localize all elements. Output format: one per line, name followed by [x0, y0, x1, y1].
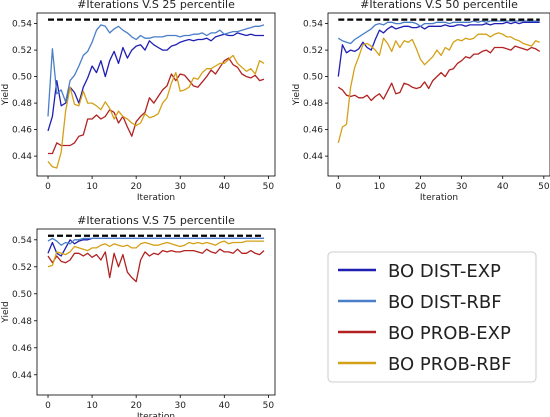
x-axis-label: Iteration [137, 412, 175, 417]
y-tick-label: 0.46 [12, 126, 32, 136]
chart-panel-2: #Iterations V.S 50 percentile 0 10 20 30 40 50… [292, 0, 550, 203]
x-tick-label: 0 [45, 182, 51, 192]
x-tick-label: 20 [130, 401, 142, 411]
legend-box [327, 251, 537, 383]
y-tick-label: 0.52 [303, 46, 323, 56]
y-tick-label: 0.48 [12, 99, 32, 109]
x-tick-label: 50 [538, 182, 550, 192]
x-tick-label: 20 [130, 182, 142, 192]
y-tick-label: 0.46 [12, 344, 32, 354]
x-tick-label: 40 [219, 182, 231, 192]
legend-entry-label: BO PROB-RBF [388, 354, 512, 375]
x-tick-label: 10 [374, 182, 386, 192]
plot-frame [36, 12, 276, 177]
y-tick-label: 0.54 [12, 236, 32, 246]
legend-entry-label: BO DIST-EXP [388, 261, 501, 282]
y-tick-label: 0.50 [12, 290, 32, 300]
series-line-bo-prob-exp [337, 45, 541, 102]
series-line-bo-dist-exp [47, 32, 264, 132]
y-tick-label: 0.46 [303, 126, 323, 136]
y-tick-label: 0.54 [303, 20, 323, 30]
x-tick-label: 0 [45, 401, 51, 411]
x-tick-label: 10 [86, 182, 98, 192]
x-tick-label: 50 [263, 401, 275, 411]
y-axis-label: Yield [1, 84, 11, 106]
y-tick-label: 0.44 [12, 152, 32, 162]
plot-frame [327, 12, 550, 177]
x-tick-label: 30 [175, 182, 187, 192]
series-line-bo-dist-rbf [47, 237, 264, 246]
y-tick-label: 0.44 [12, 371, 32, 381]
series-line-bo-prob-rbf [47, 240, 264, 268]
legend: BO DIST-EXP BO DIST-RBF BO PROB-EXP BO PROB… [327, 251, 537, 383]
series-line-bo-dist-rbf [337, 20, 540, 45]
y-tick-label: 0.54 [12, 20, 32, 30]
y-tick-label: 0.48 [12, 317, 32, 327]
series-line-bo-prob-rbf [337, 32, 540, 144]
chart-panel-3: #Iterations V.S 75 percentile 0 10 20 30 40 50… [1, 214, 276, 417]
y-tick-label: 0.52 [12, 263, 32, 273]
y-tick-label: 0.50 [12, 73, 32, 83]
chart-title: #Iterations V.S 50 percentile [360, 0, 518, 11]
y-tick-label: 0.52 [12, 46, 32, 56]
x-tick-label: 10 [86, 401, 98, 411]
series-line-bo-dist-exp [337, 21, 540, 77]
x-tick-label: 0 [335, 182, 341, 192]
series-line-bo-dist-rbf [47, 24, 265, 117]
x-tick-label: 50 [263, 182, 275, 192]
y-tick-label: 0.44 [303, 152, 323, 162]
plot-frame [36, 228, 276, 396]
y-tick-label: 0.50 [303, 73, 323, 83]
series-line-bo-prob-exp [47, 248, 265, 283]
x-tick-label: 40 [219, 401, 231, 411]
series-line-bo-prob-rbf [47, 54, 265, 169]
legend-entry-label: BO PROB-EXP [388, 323, 511, 344]
y-axis-label: Yield [292, 84, 302, 106]
chart-title: #Iterations V.S 75 percentile [77, 214, 235, 227]
x-axis-label: Iteration [137, 193, 175, 203]
y-axis-label: Yield [1, 301, 11, 323]
chart-title: #Iterations V.S 25 percentile [77, 0, 235, 11]
chart-panel-1: #Iterations V.S 25 percentile 0 10 20 30 40 50… [1, 0, 276, 203]
x-tick-label: 30 [456, 182, 468, 192]
legend-entry-label: BO DIST-RBF [388, 292, 502, 313]
series-line-bo-prob-exp [48, 57, 265, 155]
y-tick-label: 0.48 [303, 99, 323, 109]
x-tick-label: 40 [497, 182, 509, 192]
x-tick-label: 20 [415, 182, 427, 192]
x-tick-label: 30 [175, 401, 187, 411]
x-axis-label: Iteration [420, 193, 458, 203]
